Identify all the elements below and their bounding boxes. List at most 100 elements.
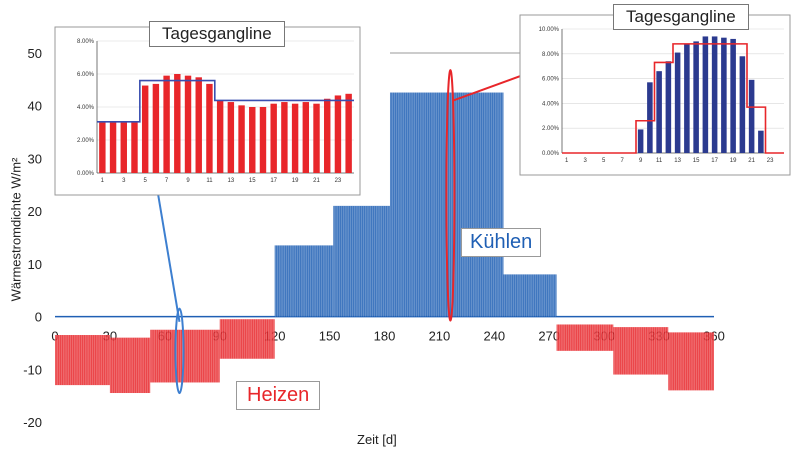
inset-x-tick-label: 23 [767,158,774,164]
main-xlabel: Zeit [d] [357,432,397,447]
inset-x-tick-label: 13 [228,178,235,184]
inset-x-tick-label: 19 [730,158,737,164]
inset-bar [131,121,138,173]
inset-x-tick-label: 23 [335,178,342,184]
heizen-label: Heizen [236,381,321,410]
inset-bar [152,83,160,173]
inset-x-tick-label: 17 [711,158,718,164]
inset-bar [693,41,699,153]
inset-bar [345,93,352,173]
inset-bar [109,121,117,173]
inset-bar [656,71,662,153]
inset-bar [195,77,202,173]
inset-left-title: Tagesgangline [149,21,285,47]
segment-block [55,335,110,386]
inset-x-tick-label: 3 [122,178,126,184]
inset-bar [313,103,320,173]
inset-bar [184,75,192,173]
inset-profile-line [562,43,784,154]
inset-bar [270,103,277,173]
inset-right-chart: 0.00%2.00%4.00%6.00%8.00%10.00%1 3 5 7 9 11 13… [519,14,791,176]
segment-block [150,329,220,383]
inset-bar [721,37,727,153]
inset-x-tick-label: 5 [602,158,606,164]
inset-bar [216,100,224,173]
inset-x-tick-label: 7 [165,178,169,184]
inset-x-tick-label: 9 [186,178,190,184]
inset-bar [684,43,690,153]
inset-bar [711,36,718,153]
inset-left-chart: 0.00%2.00%4.00%6.00%8.00%1 3 5 7 9 11 13 15 17 19… [54,26,361,196]
inset-bar [227,102,235,173]
inset-y-tick-label: 0.00% [542,151,560,157]
y-tick-label: -10 [23,362,42,377]
inset-x-tick-label: 5 [144,178,148,184]
inset-y-tick-label: 0.00% [77,171,95,177]
x-tick-label: 240 [483,329,505,344]
inset-x-tick-label: 13 [674,158,681,164]
inset-bar [674,52,681,154]
inset-bar [206,83,213,173]
series-heizen [55,319,714,394]
inset-bar [647,82,653,153]
kuehlen-label: Kühlen [461,228,542,257]
inset-x-tick-label: 1 [101,178,105,184]
inset-bar [665,61,672,153]
inset-bar [259,107,267,173]
inset-x-tick-label: 21 [748,158,755,164]
y-tick-label: 40 [28,99,42,114]
inset-bar [249,107,256,173]
inset-x-tick-label: 19 [292,178,299,184]
y-tick-label: 50 [28,46,42,61]
inset-bar [281,102,288,173]
inset-profile-line [97,79,354,123]
inset-x-tick-label: 17 [270,178,277,184]
inset-y-tick-label: 6.00% [77,72,95,78]
x-tick-label: 180 [374,329,396,344]
inset-x-tick-label: 3 [583,158,587,164]
segment-block [613,327,669,375]
inset-y-tick-label: 6.00% [542,77,560,83]
x-tick-label: 270 [538,329,560,344]
inset-bar [702,36,709,153]
inset-y-tick-label: 4.00% [542,101,560,107]
inset-y-tick-label: 2.00% [77,138,95,144]
y-tick-label: -20 [23,415,42,430]
y-tick-label: 0 [35,310,42,325]
inset-y-tick-label: 8.00% [542,52,560,58]
inset-x-tick-label: 15 [249,178,256,184]
inset-bar [748,79,755,153]
inset-x-tick-label: 1 [565,158,569,164]
inset-y-tick-label: 4.00% [77,105,95,111]
main-ylabel: Wärmestromdichte W/m² [8,157,24,302]
inset-x-tick-label: 11 [656,158,663,164]
inset-y-tick-label: 8.00% [77,39,95,45]
inset-bar [324,98,331,173]
x-tick-label: 150 [319,329,341,344]
inset-bar [141,85,149,173]
inset-x-tick-label: 15 [693,158,700,164]
inset-bar [334,95,342,173]
segment-block [109,337,151,394]
y-tick-label: 30 [28,151,42,166]
inset-bar [302,102,310,173]
inset-bar [291,103,299,173]
inset-y-tick-label: 2.00% [542,126,560,132]
inset-bar [758,130,764,153]
segment-block [274,245,334,317]
inset-x-tick-label: 11 [206,178,213,184]
inset-x-tick-label: 9 [639,158,643,164]
inset-bar [730,38,736,153]
inset-bar [174,74,181,173]
inset-bar [238,105,245,173]
inset-x-tick-label: 21 [313,178,320,184]
inset-bar [739,56,746,153]
highlight-ellipse-day-68 [174,307,185,395]
inset-y-tick-label: 10.00% [539,27,560,33]
inset-bar [99,121,106,173]
highlight-ellipse-day-216 [445,69,456,322]
x-tick-label: 210 [429,329,451,344]
inset-bar [120,121,127,173]
